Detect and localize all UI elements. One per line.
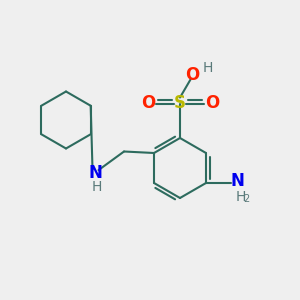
Text: O: O: [141, 94, 155, 112]
Text: H: H: [235, 190, 246, 204]
Text: 2: 2: [243, 194, 250, 204]
Text: H: H: [202, 61, 213, 74]
Text: O: O: [185, 66, 199, 84]
Text: O: O: [205, 94, 219, 112]
Text: N: N: [88, 164, 103, 181]
Text: S: S: [174, 94, 186, 112]
Text: N: N: [230, 172, 244, 190]
Text: H: H: [92, 180, 102, 194]
